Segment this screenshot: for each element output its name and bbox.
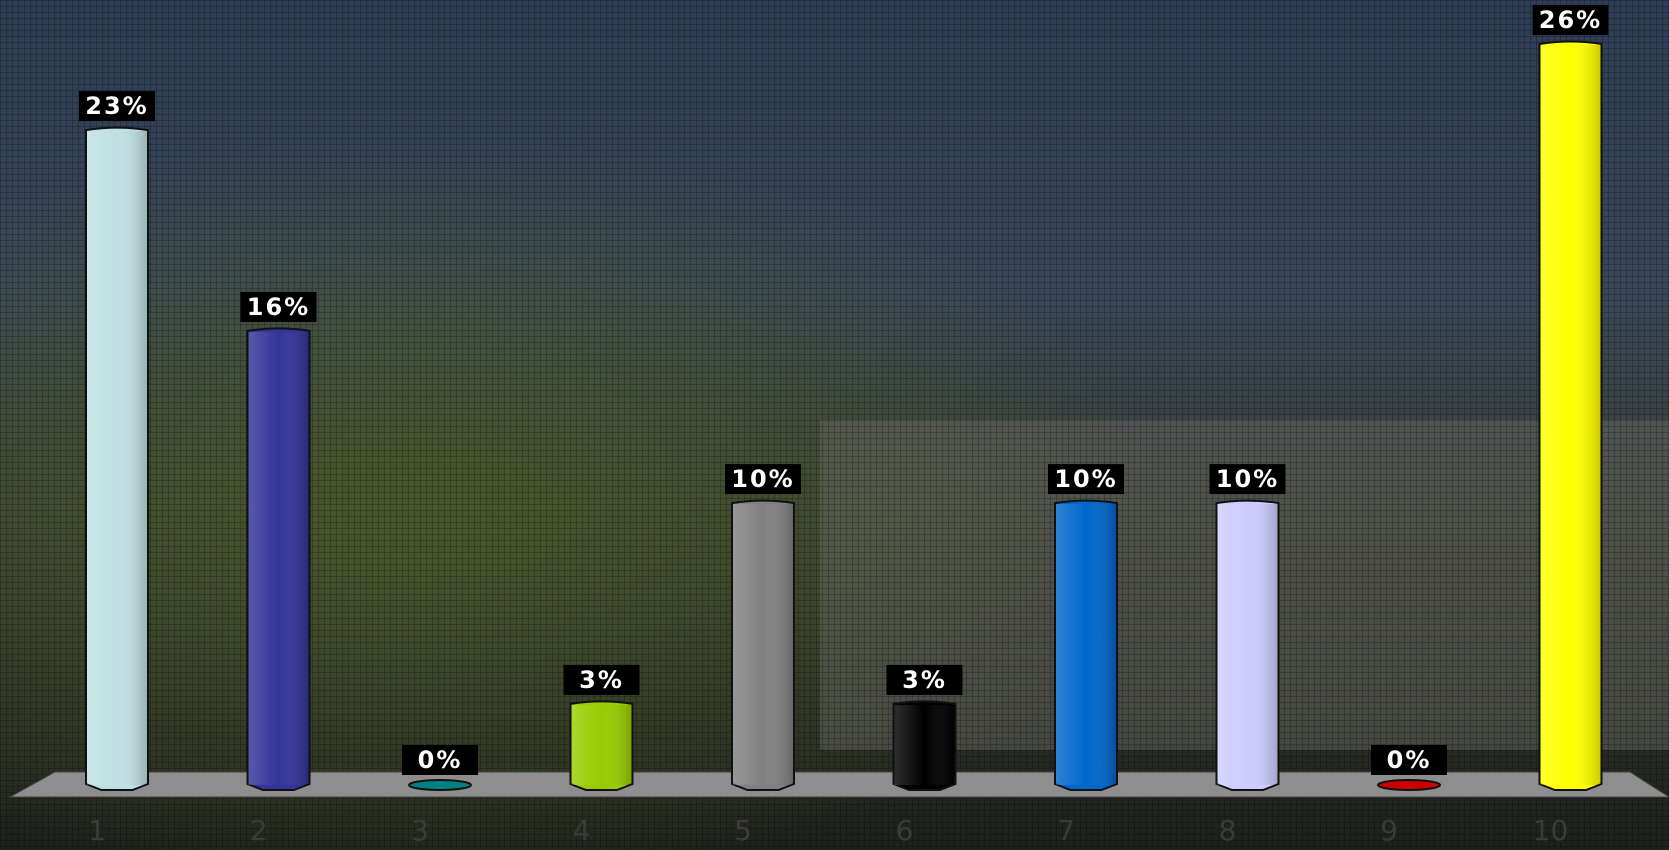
bar (1377, 779, 1441, 791)
value-label: 10% (1054, 465, 1117, 493)
x-tick-label: 6 (896, 814, 914, 847)
value-label: 3% (579, 666, 624, 694)
bar (408, 779, 472, 791)
value-label-bg (886, 664, 963, 695)
x-tick-label: 2 (250, 814, 268, 847)
x-tick-label: 8 (1219, 814, 1237, 847)
bar-shade (248, 331, 309, 785)
value-label-bg (1048, 464, 1124, 495)
value-label: 23% (85, 92, 148, 120)
value-label-bg (402, 745, 478, 775)
x-tick-label: 7 (1057, 814, 1075, 847)
x-tick-label: 10 (1533, 814, 1569, 847)
value-label: 0% (1387, 746, 1432, 774)
value-label: 26% (1539, 6, 1602, 34)
value-label-bg (1532, 5, 1609, 35)
value-label-bg (725, 464, 801, 495)
bar-shade (1217, 504, 1278, 785)
x-tick-label: 3 (411, 814, 429, 847)
bar-shade (733, 504, 793, 785)
value-label-bg (563, 664, 640, 695)
plot: 23% 1 16% 2 0% 3 3% 4 10% 5 3% 6 10% 7 10% 8 0% 9 26% 10 (79, 5, 1609, 847)
x-tick-label: 1 (88, 814, 106, 847)
bar-shade (894, 704, 955, 785)
value-label: 3% (902, 666, 947, 694)
value-label-bg (79, 91, 155, 122)
value-label: 10% (731, 465, 794, 493)
bar-shade (571, 704, 632, 785)
value-label-bg (240, 291, 317, 322)
value-label-bg (1371, 745, 1447, 775)
value-label-bg (1209, 464, 1286, 495)
bar-shade (1540, 45, 1601, 785)
x-tick-label: 4 (573, 814, 591, 847)
x-tick-label: 5 (734, 814, 752, 847)
value-label: 10% (1216, 465, 1279, 493)
bar-shade (1056, 504, 1116, 785)
value-label: 0% (418, 746, 463, 774)
value-label: 16% (247, 293, 310, 321)
x-tick-label: 9 (1380, 814, 1398, 847)
bar-shade (87, 131, 147, 786)
